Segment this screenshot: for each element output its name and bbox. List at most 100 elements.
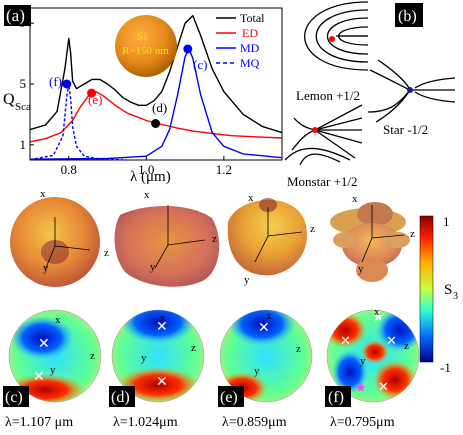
monstar-point <box>312 127 318 133</box>
pattern-c-x: x <box>40 188 46 200</box>
series-line-ed <box>29 90 283 143</box>
s3-map-d-y: y <box>141 352 147 364</box>
series-line-total <box>29 14 283 134</box>
point-label-e: (e) <box>88 92 102 107</box>
x-tick-label-2: 1.2 <box>216 162 232 177</box>
lemon-point <box>329 36 335 42</box>
pattern-c: x z y <box>10 188 109 287</box>
x-tick-label-1: 1.0 <box>138 162 154 177</box>
s3-map-c-z: z <box>90 350 95 362</box>
lemon-field-lines <box>303 1 369 71</box>
pattern-f-z: z <box>410 228 415 240</box>
pattern-f: x z y <box>330 193 415 282</box>
s3-maps-row: ✕ ✕ x y z ✕ ✕ x y z ✕ ✕ x y z <box>8 306 420 403</box>
s3-map-c-x: x <box>55 314 61 326</box>
scattering-chart: 0.81.01.2951 (a) Si R=150 nm Total ED MD… <box>3 5 283 185</box>
panel-e-label: (e) <box>220 389 238 406</box>
s3-map-c-mark-2: ✕ <box>33 370 45 385</box>
colorbar-label-sub: 3 <box>453 291 458 302</box>
panel-a-label: (a) <box>6 6 25 25</box>
colorbar-max: 1 <box>443 214 450 229</box>
monstar-field-lines <box>284 104 363 166</box>
y-tick-label-2: 1 <box>20 137 27 152</box>
star-label: Star -1/2 <box>383 122 428 137</box>
pattern-c-z: z <box>104 247 109 259</box>
legend-md: MD <box>240 41 260 55</box>
chart-points-group <box>62 44 193 128</box>
wavelength-f: λ=0.795μm <box>330 415 395 430</box>
legend-total: Total <box>240 11 265 25</box>
panel-a-badge <box>4 5 31 26</box>
y-axis-label-sub: Sca <box>15 101 31 113</box>
s3-map-e-x: x <box>266 310 272 322</box>
s3-map-f-x: x <box>374 306 380 318</box>
pattern-e-z: z <box>310 223 315 235</box>
panel-b-label: (b) <box>398 8 417 25</box>
s3-map-d-outline <box>111 309 205 403</box>
pattern-f-x: x <box>352 193 358 205</box>
star-point <box>407 87 413 93</box>
marked-point-2 <box>87 88 97 98</box>
marked-point-3 <box>62 79 72 89</box>
panel-b-badge <box>395 3 423 27</box>
legend: Total ED MD MQ <box>216 11 265 70</box>
si-sphere-inset <box>115 15 177 77</box>
wavelength-e: λ=0.859μm <box>222 415 287 430</box>
marked-point-0 <box>183 44 193 54</box>
pattern-e-x: x <box>248 192 254 204</box>
panel-f-badge <box>325 386 351 407</box>
s3-map-e-mark-1: ✕ <box>258 321 270 336</box>
s3-map-e-z: z <box>296 343 301 355</box>
panel-c-badge <box>3 386 29 407</box>
pattern-e: x z y <box>227 192 315 286</box>
inset-material: Si <box>137 29 148 43</box>
s3-map-f-y: y <box>360 355 366 367</box>
s3-map-c-mark-1: ✕ <box>38 337 50 352</box>
s3-map-f-z: z <box>404 340 409 352</box>
y-axis-label: Q <box>3 91 15 108</box>
pattern-c-y: y <box>43 262 49 274</box>
wavelength-c: λ=1.107 μm <box>5 415 73 430</box>
series-line-mq <box>29 83 127 161</box>
pattern-f-y: y <box>358 263 364 275</box>
panel-c-label: (c) <box>5 389 23 406</box>
marked-point-1 <box>151 119 161 128</box>
s3-map-f-star-1: ★ <box>372 310 385 325</box>
colorbar-label: S <box>444 282 452 298</box>
s3-map-d-x: x <box>160 312 166 324</box>
legend-ed: ED <box>242 26 258 40</box>
wavelength-d: λ=1.024μm <box>113 415 178 430</box>
x-tick-label-0: 0.8 <box>61 162 77 177</box>
s3-map-e-y: y <box>254 365 260 377</box>
pattern-f-lobe-mid <box>342 223 402 267</box>
panel-f-label: (f) <box>328 389 344 406</box>
pattern-d-x: x <box>144 189 150 201</box>
s3-map-d-mark-1: ✕ <box>156 320 168 335</box>
radiation-patterns-row: x z y x z y x z y <box>10 188 415 287</box>
s3-map-f-mark-3: ✕ <box>378 379 389 394</box>
panel-d-label: (d) <box>111 389 130 406</box>
s3-map-d-mark-2: ✕ <box>156 375 168 390</box>
lemon-label: Lemon +1/2 <box>296 88 360 103</box>
pattern-d-y: y <box>150 261 156 273</box>
s3-map-e-outline <box>219 309 313 403</box>
s3-map-f-mark-1: ✕ <box>340 333 351 348</box>
inset-radius: R=150 nm <box>122 45 169 57</box>
colorbar-gradient <box>419 215 434 363</box>
monstar-label: Monstar +1/2 <box>287 174 358 189</box>
s3-map-f-mark-2: ✕ <box>386 333 397 348</box>
s3-map-f-outline <box>326 309 420 403</box>
x-axis-label: λ (μm) <box>130 169 171 185</box>
colorbar: 1 -1 S 3 <box>419 214 458 375</box>
panel-e-badge <box>218 386 244 407</box>
point-label-d: (d) <box>152 100 167 115</box>
point-label-c: (c) <box>193 57 207 72</box>
colorbar-min: -1 <box>440 360 451 375</box>
s3-map-d-z: z <box>191 342 196 354</box>
s3-map-c-outline <box>8 309 102 403</box>
s3-map-c-y: y <box>50 364 56 376</box>
pattern-d: x z y <box>114 189 220 287</box>
legend-mq: MQ <box>240 56 260 70</box>
